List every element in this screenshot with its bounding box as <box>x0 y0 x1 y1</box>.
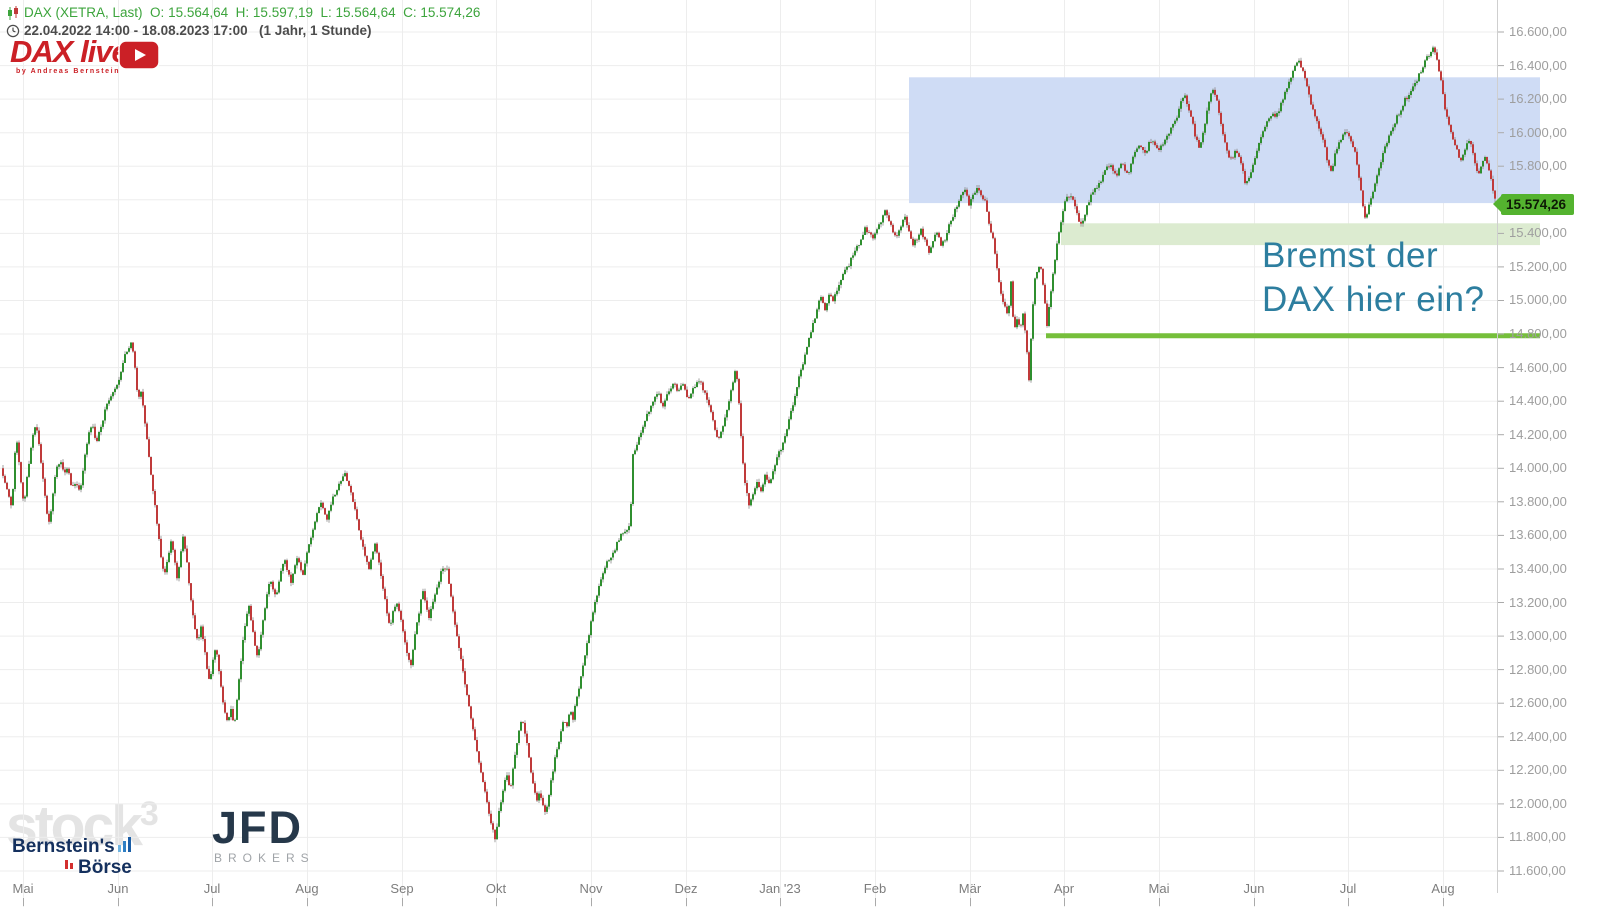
price-axis-label: 15.400,00 <box>1509 225 1567 241</box>
annotation-text: Bremst der DAX hier ein? <box>1262 234 1484 322</box>
price-axis-label: 15.000,00 <box>1509 292 1567 308</box>
jfd-brokers-logo: JFD BROKERS <box>212 802 315 865</box>
time-axis-label: Nov <box>579 881 603 896</box>
daxlive-logo-title: DAX live <box>10 34 129 69</box>
price-axis-label: 14.600,00 <box>1509 359 1567 375</box>
price-axis-label: 14.200,00 <box>1509 426 1567 442</box>
instrument-ohlc-row: DAX (XETRA, Last) O: 15.564,64 H: 15.597… <box>24 5 481 20</box>
instrument-name: DAX (XETRA, Last) <box>24 5 143 20</box>
annotation-line2: DAX hier ein? <box>1262 280 1485 319</box>
stock3-watermark: stock3 <box>6 794 159 858</box>
price-axis-label: 13.000,00 <box>1509 628 1567 644</box>
price-axis-label: 14.400,00 <box>1509 393 1567 409</box>
time-axis-label: Jul <box>1339 881 1357 896</box>
time-axis-label: Aug <box>1431 881 1455 896</box>
price-axis-label: 11.600,00 <box>1509 863 1566 878</box>
price-axis-label: 15.800,00 <box>1509 158 1567 174</box>
time-axis-label: Jan '23 <box>759 881 801 896</box>
price-axis-label: 12.600,00 <box>1509 695 1567 711</box>
price-axis-label: 14.000,00 <box>1509 460 1567 476</box>
time-axis-label: Feb <box>863 881 887 896</box>
time-axis-label: Dez <box>674 881 698 896</box>
bernstein-logo-text: Bernstein's <box>12 836 115 857</box>
price-axis-label: 13.200,00 <box>1509 594 1567 610</box>
jfd-brokers-text: BROKERS <box>214 851 315 865</box>
boerse-logo-text: Börse <box>78 857 132 878</box>
open-value: 15.564,64 <box>168 5 229 20</box>
close-value: 15.574,26 <box>420 5 481 20</box>
red-bars-icon <box>64 858 76 878</box>
time-axis-label: Jun <box>1243 881 1265 896</box>
price-axis-label: 12.800,00 <box>1509 661 1567 677</box>
time-axis-label: Jul <box>203 881 221 896</box>
time-axis-label: Apr <box>1053 881 1075 896</box>
time-axis-label: Okt <box>485 881 507 896</box>
daxlive-logo-subtitle: by Andreas Bernstein <box>16 68 121 75</box>
annotation-line1: Bremst der <box>1262 236 1439 275</box>
time-axis-label: Mai <box>1148 881 1170 896</box>
price-axis-label: 13.400,00 <box>1509 560 1567 576</box>
time-axis-label: Mär <box>958 881 982 896</box>
price-axis-label: 14.800,00 <box>1509 326 1567 342</box>
price-axis-label: 16.000,00 <box>1509 124 1567 140</box>
price-axis-label: 12.400,00 <box>1509 728 1567 744</box>
time-axis-label: Aug <box>295 881 319 896</box>
time-axis-label: Sep <box>390 881 414 896</box>
time-axis-label: Mai <box>12 881 34 896</box>
bar-chart-icon <box>117 836 133 857</box>
candlestick-chart-icon <box>6 6 21 26</box>
price-axis-label: 11.800,00 <box>1509 829 1566 845</box>
time-axis-label: Jun <box>107 881 129 896</box>
clock-icon <box>6 24 20 43</box>
price-axis-label: 12.200,00 <box>1509 762 1567 778</box>
daxlive-logo: DAX live by Andreas Bernstein <box>10 34 170 75</box>
price-axis-label: 12.000,00 <box>1509 795 1567 811</box>
price-axis-label: 16.400,00 <box>1509 57 1567 73</box>
price-axis-label: 15.200,00 <box>1509 258 1567 274</box>
bernstein-boerse-logo: Bernstein's Börse <box>12 836 133 878</box>
youtube-play-icon <box>118 40 160 75</box>
date-range: 22.04.2022 14:00 - 18.08.2023 17:00 <box>24 23 248 38</box>
timeframe: (1 Jahr, 1 Stunde) <box>258 23 372 38</box>
price-axis-label: 16.600,00 <box>1509 24 1567 39</box>
date-range-row: 22.04.2022 14:00 - 18.08.2023 17:00 (1 J… <box>24 23 371 38</box>
jfd-logo-text: JFD <box>212 802 304 853</box>
low-value: 15.564,64 <box>335 5 396 20</box>
support-band <box>1061 223 1540 246</box>
price-axis-label: 13.800,00 <box>1509 493 1567 509</box>
high-value: 15.597,19 <box>252 5 313 20</box>
price-axis-label: 13.600,00 <box>1509 527 1567 543</box>
price-axis-label: 16.200,00 <box>1509 91 1567 107</box>
last-price-tag: 15.574,26 <box>1492 193 1575 215</box>
